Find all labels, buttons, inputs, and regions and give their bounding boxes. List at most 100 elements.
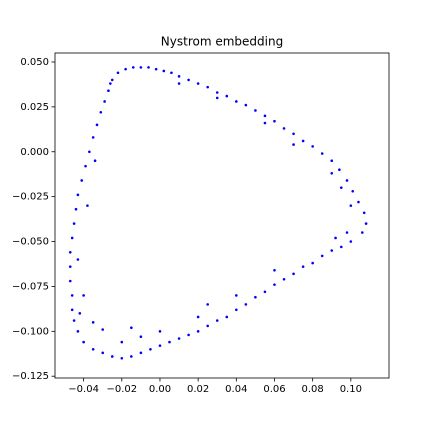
point: [206, 85, 209, 89]
point: [320, 254, 324, 258]
point: [282, 127, 286, 130]
point: [130, 326, 133, 330]
point: [206, 324, 209, 328]
point: [187, 333, 190, 337]
point: [139, 351, 143, 355]
point: [139, 335, 143, 339]
point: [196, 315, 200, 319]
point: [168, 340, 171, 344]
point: [76, 330, 80, 333]
y-tick-label: 0.025: [20, 102, 49, 113]
point: [170, 71, 173, 75]
point: [68, 251, 72, 254]
point: [206, 303, 209, 306]
point: [124, 67, 127, 71]
point: [345, 231, 349, 234]
point: [349, 204, 353, 207]
point: [334, 236, 337, 240]
point: [177, 75, 181, 78]
point: [357, 200, 360, 204]
point: [91, 321, 95, 324]
point: [330, 249, 334, 252]
y-tick-label: −0.100: [12, 326, 49, 337]
point: [244, 103, 248, 107]
point: [215, 96, 219, 100]
point: [95, 123, 99, 127]
point: [263, 121, 267, 125]
chart-title: Nystrom embedding: [161, 35, 283, 49]
point: [187, 78, 190, 82]
point: [70, 308, 74, 312]
point: [86, 204, 89, 207]
point: [107, 89, 110, 93]
point: [99, 110, 103, 114]
point: [349, 240, 353, 243]
point: [311, 261, 314, 265]
point: [154, 67, 158, 71]
point: [330, 172, 334, 175]
point: [339, 245, 343, 249]
x-tick-label: −0.04: [68, 384, 99, 395]
point: [254, 295, 257, 299]
point: [320, 152, 324, 155]
point: [72, 319, 76, 322]
point: [254, 109, 257, 112]
point: [70, 236, 74, 240]
point: [158, 344, 162, 347]
point: [74, 207, 78, 211]
point: [311, 145, 314, 148]
point: [282, 277, 286, 281]
point: [101, 328, 105, 331]
point: [147, 66, 150, 69]
point: [78, 312, 82, 315]
x-tick-label: 0.10: [340, 384, 362, 395]
point: [68, 279, 72, 283]
point: [196, 82, 200, 85]
point: [301, 265, 305, 268]
point: [162, 69, 166, 73]
point: [84, 164, 87, 168]
point: [263, 114, 267, 118]
y-tick-label: −0.050: [12, 237, 49, 248]
point: [80, 179, 84, 182]
point: [88, 150, 91, 154]
point: [235, 100, 238, 103]
point: [292, 143, 295, 146]
point: [196, 330, 200, 333]
point: [93, 159, 97, 163]
point: [235, 308, 238, 312]
point: [177, 82, 181, 85]
point: [110, 355, 114, 358]
point: [345, 179, 349, 182]
x-tick-label: 0.08: [302, 384, 324, 395]
point: [116, 71, 120, 75]
x-tick-label: 0.06: [263, 384, 285, 395]
x-tick-label: 0.02: [187, 384, 209, 395]
point: [364, 222, 368, 225]
point: [273, 283, 276, 286]
x-tick-label: 0.00: [149, 384, 171, 395]
point: [149, 347, 152, 351]
point: [120, 340, 124, 344]
point: [351, 189, 355, 193]
point: [139, 66, 143, 69]
point: [68, 265, 72, 268]
point: [101, 351, 105, 355]
point: [131, 66, 135, 69]
point: [301, 139, 305, 143]
x-tick-label: 0.04: [225, 384, 247, 395]
y-tick-label: 0.000: [20, 147, 49, 158]
point: [91, 347, 95, 351]
point: [177, 337, 181, 340]
point: [339, 186, 343, 189]
point: [82, 340, 85, 344]
point: [215, 319, 219, 322]
y-tick-label: −0.125: [12, 371, 49, 382]
point: [292, 132, 295, 136]
point: [130, 355, 133, 358]
point: [360, 231, 364, 234]
y-tick-label: −0.075: [12, 281, 49, 292]
point: [273, 268, 276, 272]
point: [292, 272, 295, 276]
